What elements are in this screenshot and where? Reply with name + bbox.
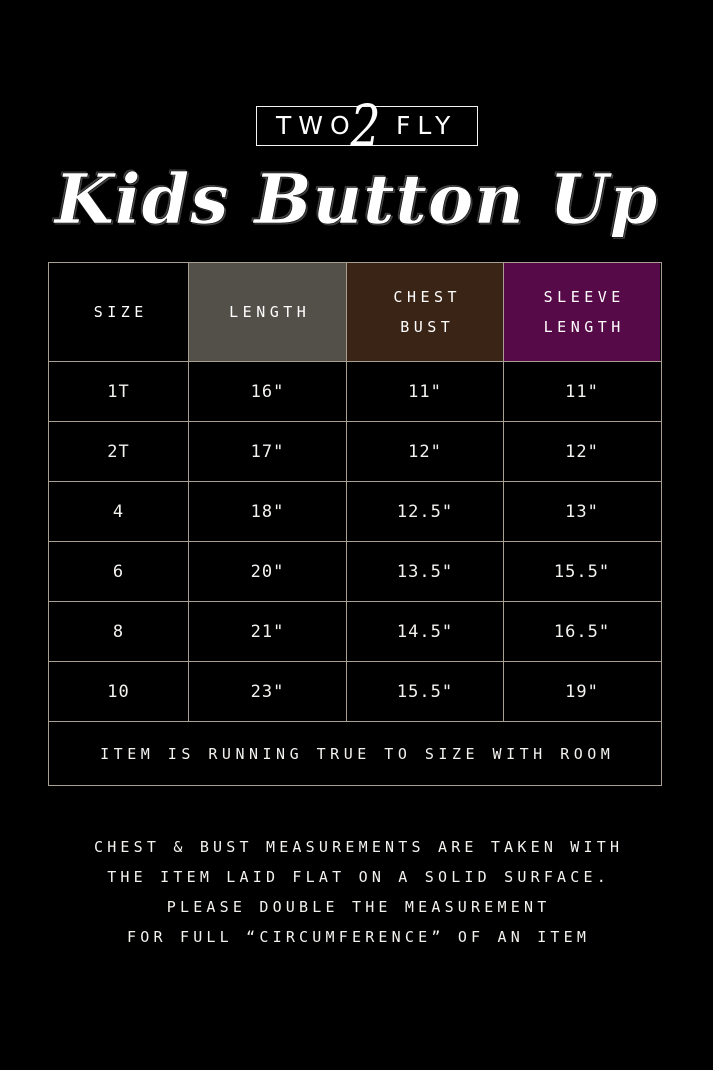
cell-chest: 12.5" — [346, 482, 503, 541]
cell-sleeve: 15.5" — [503, 542, 660, 601]
cell-chest: 12" — [346, 422, 503, 481]
header-cell-chest-bust: CHEST BUST — [346, 263, 503, 361]
table-footer-note-row: ITEM IS RUNNING TRUE TO SIZE WITH ROOM — [49, 721, 661, 785]
cell-sleeve: 19" — [503, 662, 660, 721]
size-chart-table: SIZE LENGTH CHEST BUST SLEEVE LENGTH 1T … — [48, 262, 662, 786]
header-label-size: SIZE — [93, 303, 148, 321]
table-row: 10 23" 15.5" 19" — [49, 661, 661, 721]
cell-length: 16" — [188, 362, 346, 421]
measurement-disclaimer: CHEST & BUST MEASUREMENTS ARE TAKEN WITH… — [0, 832, 713, 952]
header-label-chest: CHEST — [393, 288, 462, 306]
cell-size: 8 — [49, 602, 188, 661]
logo-box-outline — [256, 106, 478, 146]
cell-size: 4 — [49, 482, 188, 541]
cell-length: 23" — [188, 662, 346, 721]
cell-size: 10 — [49, 662, 188, 721]
table-row: 4 18" 12.5" 13" — [49, 481, 661, 541]
cell-length: 17" — [188, 422, 346, 481]
page-title: Kids Button Up — [54, 160, 659, 241]
header-cell-sleeve-length: SLEEVE LENGTH — [503, 263, 660, 361]
disclaimer-line-4: FOR FULL “CIRCUMFERENCE” OF AN ITEM — [127, 928, 591, 946]
cell-size: 1T — [49, 362, 188, 421]
disclaimer-line-1: CHEST & BUST MEASUREMENTS ARE TAKEN WITH — [93, 838, 624, 856]
table-header-row: SIZE LENGTH CHEST BUST SLEEVE LENGTH — [49, 263, 661, 361]
logo-numeral-two: 2 — [350, 92, 381, 160]
table-row: 6 20" 13.5" 15.5" — [49, 541, 661, 601]
logo-word-fly: FLY — [396, 111, 458, 140]
brand-logo: TWO 2 FLY — [0, 95, 713, 158]
cell-sleeve: 12" — [503, 422, 660, 481]
cell-size: 6 — [49, 542, 188, 601]
header-label-length: LENGTH — [229, 303, 311, 321]
cell-sleeve: 16.5" — [503, 602, 660, 661]
cell-chest: 13.5" — [346, 542, 503, 601]
disclaimer-line-2: THE ITEM LAID FLAT ON A SOLID SURFACE. — [107, 868, 610, 886]
cell-chest: 14.5" — [346, 602, 503, 661]
table-row: 8 21" 14.5" 16.5" — [49, 601, 661, 661]
cell-chest: 11" — [346, 362, 503, 421]
logo-word-two: TWO — [276, 111, 357, 140]
cell-sleeve: 13" — [503, 482, 660, 541]
cell-length: 21" — [188, 602, 346, 661]
table-row: 2T 17" 12" 12" — [49, 421, 661, 481]
header-label-sleeve-length: LENGTH — [543, 318, 625, 336]
cell-length: 20" — [188, 542, 346, 601]
header-cell-length: LENGTH — [188, 263, 346, 361]
header-label-bust: BUST — [400, 318, 455, 336]
cell-size: 2T — [49, 422, 188, 481]
header-label-sleeve: SLEEVE — [543, 288, 625, 306]
disclaimer-line-3: PLEASE DOUBLE THE MEASUREMENT — [166, 898, 551, 916]
cell-sleeve: 11" — [503, 362, 660, 421]
table-row: 1T 16" 11" 11" — [49, 361, 661, 421]
footer-note-text: ITEM IS RUNNING TRUE TO SIZE WITH ROOM — [100, 744, 615, 763]
cell-chest: 15.5" — [346, 662, 503, 721]
header-cell-size: SIZE — [49, 263, 188, 361]
cell-length: 18" — [188, 482, 346, 541]
